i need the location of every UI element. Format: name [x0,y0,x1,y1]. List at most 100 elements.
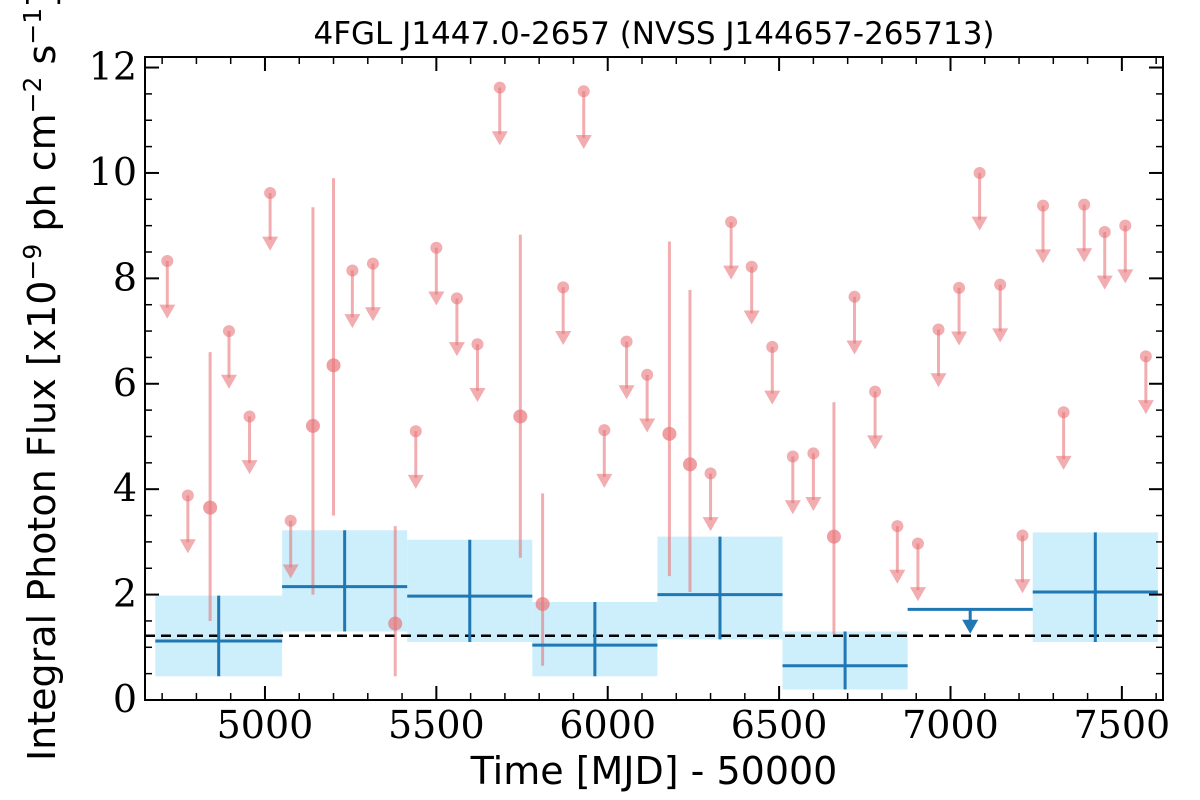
short-bin-marker [682,457,697,472]
short-bin-upper-limit [702,467,719,532]
upper-limit-arrow-head [1035,249,1052,264]
short-bin-marker [326,358,341,373]
upper-limit-marker [1119,219,1132,232]
short-bin-upper-limit [743,260,760,325]
short-bin-upper-limit [846,290,863,355]
upper-limit-marker [641,368,654,381]
upper-limit-marker [973,166,986,179]
upper-limit-arrow-head [971,216,988,231]
long-bin-point [1032,532,1158,643]
upper-limit-arrow-head [407,474,424,489]
upper-limit-marker [725,215,738,228]
upper-limit-arrow-head [618,385,635,400]
upper-limit-marker [1057,406,1070,419]
upper-limit-marker [577,85,590,98]
upper-limit-arrow-head [262,236,279,251]
upper-limit-arrow-head [448,342,465,357]
upper-limit-marker [786,450,799,463]
upper-limit-arrow-head [764,390,781,405]
short-bin-upper-limit [971,166,988,231]
upper-limit-marker [284,514,297,527]
upper-limit-marker [243,410,256,423]
upper-limit-marker [994,278,1007,291]
long-bin-point [782,631,908,690]
short-bin-upper-limit [1096,225,1113,290]
short-bin-upper-limit [262,186,279,251]
short-bin-points [159,81,1154,677]
upper-limit-arrow-head [344,314,361,329]
short-bin-marker [535,597,550,612]
upper-limit-marker [766,340,779,353]
short-bin-marker [662,426,677,441]
upper-limit-arrow-head [555,331,572,346]
y-tick-label: 0 [113,677,137,721]
short-bin-upper-limit [723,215,740,280]
axis-ticks: 5000 5500 6000 6500 7000 7500 0 2 4 6 8 10 12 [89,45,1171,747]
x-tick-label: 7500 [1074,703,1171,747]
upper-limit-arrow-head [1137,400,1154,415]
long-bin-points [155,530,1158,690]
upper-limit-marker [745,260,758,273]
upper-limit-arrow-head [179,539,196,554]
long-bin-point [907,607,1033,634]
upper-limit-arrow-head [702,517,719,532]
short-bin-detection [535,493,550,666]
upper-limit-marker [557,281,570,294]
short-bin-upper-limit [930,323,947,388]
upper-limit-marker [366,257,379,270]
upper-limit-marker [409,425,422,438]
short-bin-marker [513,409,528,424]
short-bin-upper-limit [282,514,299,579]
long-bin-point [155,595,283,677]
upper-limit-marker [953,281,966,294]
upper-limit-arrow-head [1055,455,1072,470]
upper-limit-arrow-head [241,460,258,475]
chart-title: 4FGL J1447.0-2657 (NVSS J144657-265713) [313,16,994,52]
long-bin-point [532,601,658,677]
upper-limit-marker [932,323,945,336]
upper-limit-arrow-head [1076,248,1093,263]
short-bin-upper-limit [364,257,381,322]
short-bin-upper-limit [805,447,822,512]
upper-limit-marker [264,186,277,199]
y-tick-label: 4 [113,466,137,510]
upper-limit-marker [181,489,194,502]
upper-limit-arrow-head [1096,275,1113,290]
upper-limit-marker [598,424,611,437]
y-tick-label: 2 [113,572,137,616]
short-bin-detection [682,289,697,592]
upper-limit-marker [346,264,359,277]
short-bin-upper-limit [596,424,613,488]
upper-limit-marker [1098,225,1111,238]
upper-limit-arrow-head [784,500,801,515]
upper-limit-arrow-head [723,265,740,280]
upper-limit-marker [450,292,463,305]
upper-limit-arrow-head [846,340,863,355]
short-bin-upper-limit [491,81,508,146]
short-bin-upper-limit [469,338,486,402]
short-bin-detection [662,241,677,577]
short-bin-upper-limit [159,254,176,319]
short-bin-upper-limit [1137,350,1154,415]
short-bin-marker [388,616,403,631]
short-bin-upper-limit [992,278,1009,343]
short-bin-detection [326,178,341,516]
short-bin-upper-limit [1076,198,1093,263]
short-bin-upper-limit [575,85,592,149]
y-tick-label: 8 [113,255,137,299]
short-bin-upper-limit [407,425,424,489]
upper-limit-marker [1139,350,1152,363]
short-bin-upper-limit [909,537,926,602]
plot-frame [144,56,1164,701]
short-bin-detection [305,207,320,595]
short-bin-upper-limit [784,450,801,515]
long-bin-point [282,530,408,632]
upper-limit-arrow-head [469,387,486,402]
short-bin-marker [826,529,841,544]
short-bin-upper-limit [1014,529,1031,594]
upper-limit-marker [620,335,633,348]
short-bin-upper-limit [951,281,968,346]
upper-limit-arrow-head [159,304,176,319]
upper-limit-arrow-head [1117,269,1134,284]
